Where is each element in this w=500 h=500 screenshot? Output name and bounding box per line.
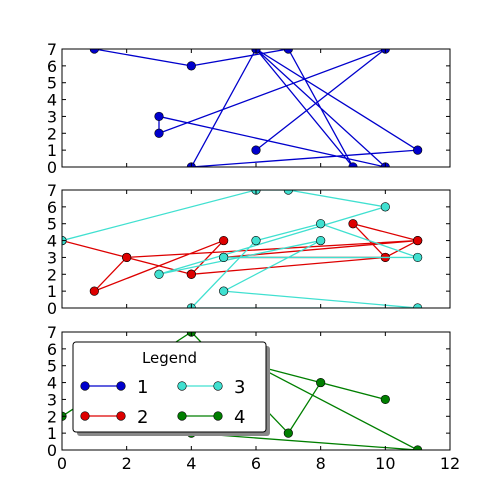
series-1-point xyxy=(251,145,261,155)
legend-marker xyxy=(177,381,187,391)
y-tick-label: 7 xyxy=(47,323,57,342)
y-tick-label: 3 xyxy=(47,248,57,267)
legend-marker xyxy=(213,411,223,421)
y-tick-label: 2 xyxy=(47,265,57,284)
legend-marker xyxy=(80,381,90,391)
panel-data xyxy=(62,190,423,308)
y-tick-label: 4 xyxy=(47,91,57,110)
series-3-point xyxy=(316,219,326,229)
series-1-point xyxy=(154,111,164,122)
y-tick-label: 4 xyxy=(47,374,57,393)
series-1-point xyxy=(154,128,164,138)
series-1-point xyxy=(186,61,196,71)
legend-entry-2: 2 xyxy=(80,407,148,428)
y-tick-label: 3 xyxy=(47,390,57,409)
legend-marker xyxy=(116,381,126,391)
series-3 xyxy=(62,190,423,308)
legend: Legend 1 2 3 4 xyxy=(72,341,270,436)
series-4-point xyxy=(316,377,326,388)
series-3-point xyxy=(283,190,293,195)
series-2-point xyxy=(348,219,358,229)
series-1 xyxy=(89,49,423,167)
series-3-point xyxy=(413,303,423,308)
legend-label: 2 xyxy=(137,407,148,428)
y-tick-label: 6 xyxy=(47,57,57,76)
legend-marker xyxy=(80,411,90,421)
legend-entry-1: 1 xyxy=(80,377,148,398)
y-tick-label: 4 xyxy=(47,232,57,251)
legend-label: 3 xyxy=(234,377,245,398)
series-3-point xyxy=(219,252,229,263)
y-tick-label: 5 xyxy=(47,357,57,376)
x-tick-label: 6 xyxy=(251,454,261,473)
y-tick-label: 7 xyxy=(47,40,57,59)
x-tick-label: 12 xyxy=(440,454,460,473)
plot-frame xyxy=(61,331,451,451)
y-tick-label: 2 xyxy=(47,124,57,143)
y-tick-label: 6 xyxy=(47,340,57,359)
y-tick-label: 0 xyxy=(47,299,57,318)
y-tick-label: 1 xyxy=(47,282,57,301)
legend-label: 1 xyxy=(137,377,148,398)
plot-frame xyxy=(61,189,451,309)
y-tick-label: 5 xyxy=(47,215,57,234)
series-3-point xyxy=(413,252,423,263)
y-tick-label: 0 xyxy=(47,441,57,460)
series-3-point xyxy=(380,202,390,212)
legend-entry-4: 4 xyxy=(177,407,245,428)
y-tick-label: 1 xyxy=(47,424,57,443)
x-tick-label: 8 xyxy=(316,454,326,473)
y-tick-label: 3 xyxy=(47,107,57,126)
y-tick-label: 1 xyxy=(47,141,57,160)
series-4-point xyxy=(413,445,423,450)
series-2-point xyxy=(122,252,132,263)
series-1-point xyxy=(413,145,423,155)
series-2-point xyxy=(219,235,229,246)
y-tick-label: 6 xyxy=(47,198,57,217)
legend-entry-3: 3 xyxy=(177,377,245,398)
legend-marker xyxy=(213,381,223,391)
x-tick-label: 0 xyxy=(57,454,67,473)
legend-marker xyxy=(116,411,126,421)
series-2-point xyxy=(89,286,99,296)
legend-label: 4 xyxy=(234,407,245,428)
series-3-point xyxy=(316,235,326,246)
x-tick-label: 2 xyxy=(122,454,132,473)
panel-data xyxy=(89,49,423,167)
legend-marker xyxy=(177,411,187,421)
series-3-point xyxy=(251,235,261,246)
y-tick-label: 7 xyxy=(47,181,57,200)
x-tick-label: 4 xyxy=(186,454,196,473)
y-tick-label: 2 xyxy=(47,407,57,426)
plot-frame xyxy=(61,48,451,168)
series-4-point xyxy=(380,394,390,405)
y-tick-label: 0 xyxy=(47,158,57,177)
series-3-point xyxy=(154,269,164,279)
x-tick-label: 10 xyxy=(375,454,395,473)
series-2-point xyxy=(413,235,423,246)
y-tick-label: 5 xyxy=(47,74,57,93)
series-2-point xyxy=(186,269,196,279)
legend-box xyxy=(72,341,267,433)
legend-title: Legend xyxy=(142,349,197,367)
series-4-point xyxy=(283,428,293,438)
series-3-point xyxy=(219,286,229,296)
